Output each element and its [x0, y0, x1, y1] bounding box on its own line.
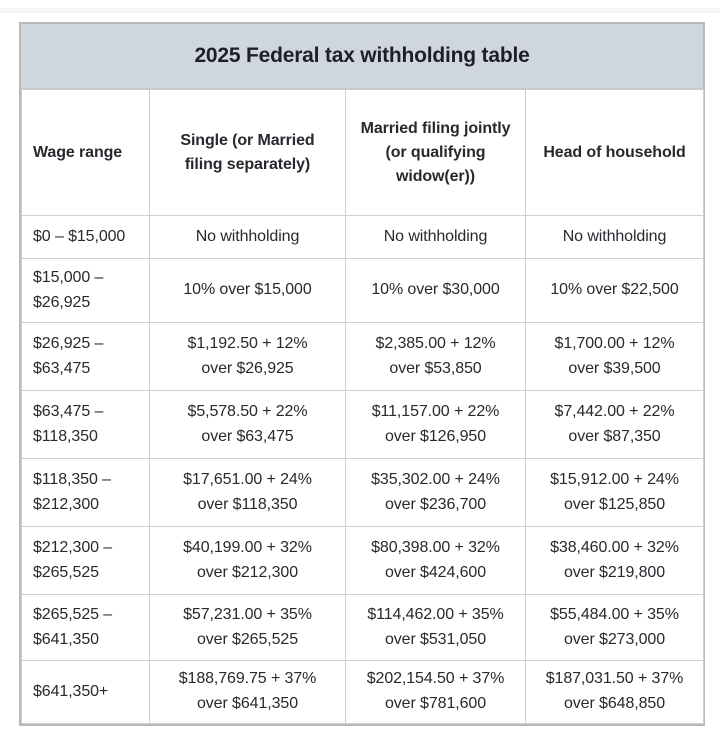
- cell-head-of-household: $38,460.00 + 32% over $219,800: [525, 526, 704, 595]
- tax-withholding-table: Wage range Single (or Married filing sep…: [21, 89, 704, 724]
- col-header-head-of-household: Head of household: [525, 89, 704, 216]
- cell-wage-range: $26,925 – $63,475: [21, 322, 150, 391]
- cell-head-of-household: 10% over $22,500: [525, 258, 704, 323]
- cell-married-jointly: $202,154.50 + 37% over $781,600: [345, 660, 526, 724]
- cell-wage-range: $118,350 – $212,300: [21, 458, 150, 527]
- cell-wage-range: $641,350+: [21, 660, 150, 724]
- cell-single: $57,231.00 + 35% over $265,525: [149, 594, 346, 661]
- cell-single: 10% over $15,000: [149, 258, 346, 323]
- cell-single: $1,192.50 + 12% over $26,925: [149, 322, 346, 391]
- table-row: $265,525 – $641,350 $57,231.00 + 35% ove…: [21, 594, 704, 661]
- cell-head-of-household: $187,031.50 + 37% over $648,850: [525, 660, 704, 724]
- cell-wage-range: $265,525 – $641,350: [21, 594, 150, 661]
- col-header-married-jointly: Married filing jointly (or qualifying wi…: [345, 89, 526, 216]
- table-row: $15,000 – $26,925 10% over $15,000 10% o…: [21, 258, 704, 323]
- cell-head-of-household: $1,700.00 + 12% over $39,500: [525, 322, 704, 391]
- cell-wage-range: $15,000 – $26,925: [21, 258, 150, 323]
- table-row: $26,925 – $63,475 $1,192.50 + 12% over $…: [21, 322, 704, 391]
- header-row: Wage range Single (or Married filing sep…: [21, 89, 704, 216]
- top-edge-strip: [0, 8, 720, 13]
- cell-married-jointly: $2,385.00 + 12% over $53,850: [345, 322, 526, 391]
- col-header-wage-range: Wage range: [21, 89, 150, 216]
- table-title: 2025 Federal tax withholding table: [21, 24, 703, 89]
- cell-single: $17,651.00 + 24% over $118,350: [149, 458, 346, 527]
- cell-married-jointly: $11,157.00 + 22% over $126,950: [345, 390, 526, 459]
- table-row: $0 – $15,000 No withholding No withholdi…: [21, 215, 704, 259]
- cell-single: $188,769.75 + 37% over $641,350: [149, 660, 346, 724]
- cell-wage-range: $63,475 – $118,350: [21, 390, 150, 459]
- cell-married-jointly: 10% over $30,000: [345, 258, 526, 323]
- cell-married-jointly: $80,398.00 + 32% over $424,600: [345, 526, 526, 595]
- cell-head-of-household: $15,912.00 + 24% over $125,850: [525, 458, 704, 527]
- cell-wage-range: $0 – $15,000: [21, 215, 150, 259]
- cell-head-of-household: $55,484.00 + 35% over $273,000: [525, 594, 704, 661]
- tax-table-card: 2025 Federal tax withholding table Wage …: [19, 22, 705, 726]
- cell-married-jointly: $114,462.00 + 35% over $531,050: [345, 594, 526, 661]
- cell-married-jointly: No withholding: [345, 215, 526, 259]
- table-row: $118,350 – $212,300 $17,651.00 + 24% ove…: [21, 458, 704, 527]
- cell-single: $40,199.00 + 32% over $212,300: [149, 526, 346, 595]
- cell-head-of-household: No withholding: [525, 215, 704, 259]
- cell-married-jointly: $35,302.00 + 24% over $236,700: [345, 458, 526, 527]
- cell-wage-range: $212,300 – $265,525: [21, 526, 150, 595]
- cell-single: No withholding: [149, 215, 346, 259]
- table-row: $63,475 – $118,350 $5,578.50 + 22% over …: [21, 390, 704, 459]
- cell-single: $5,578.50 + 22% over $63,475: [149, 390, 346, 459]
- col-header-single: Single (or Married filing separately): [149, 89, 346, 216]
- table-row: $212,300 – $265,525 $40,199.00 + 32% ove…: [21, 526, 704, 595]
- cell-head-of-household: $7,442.00 + 22% over $87,350: [525, 390, 704, 459]
- table-row: $641,350+ $188,769.75 + 37% over $641,35…: [21, 660, 704, 724]
